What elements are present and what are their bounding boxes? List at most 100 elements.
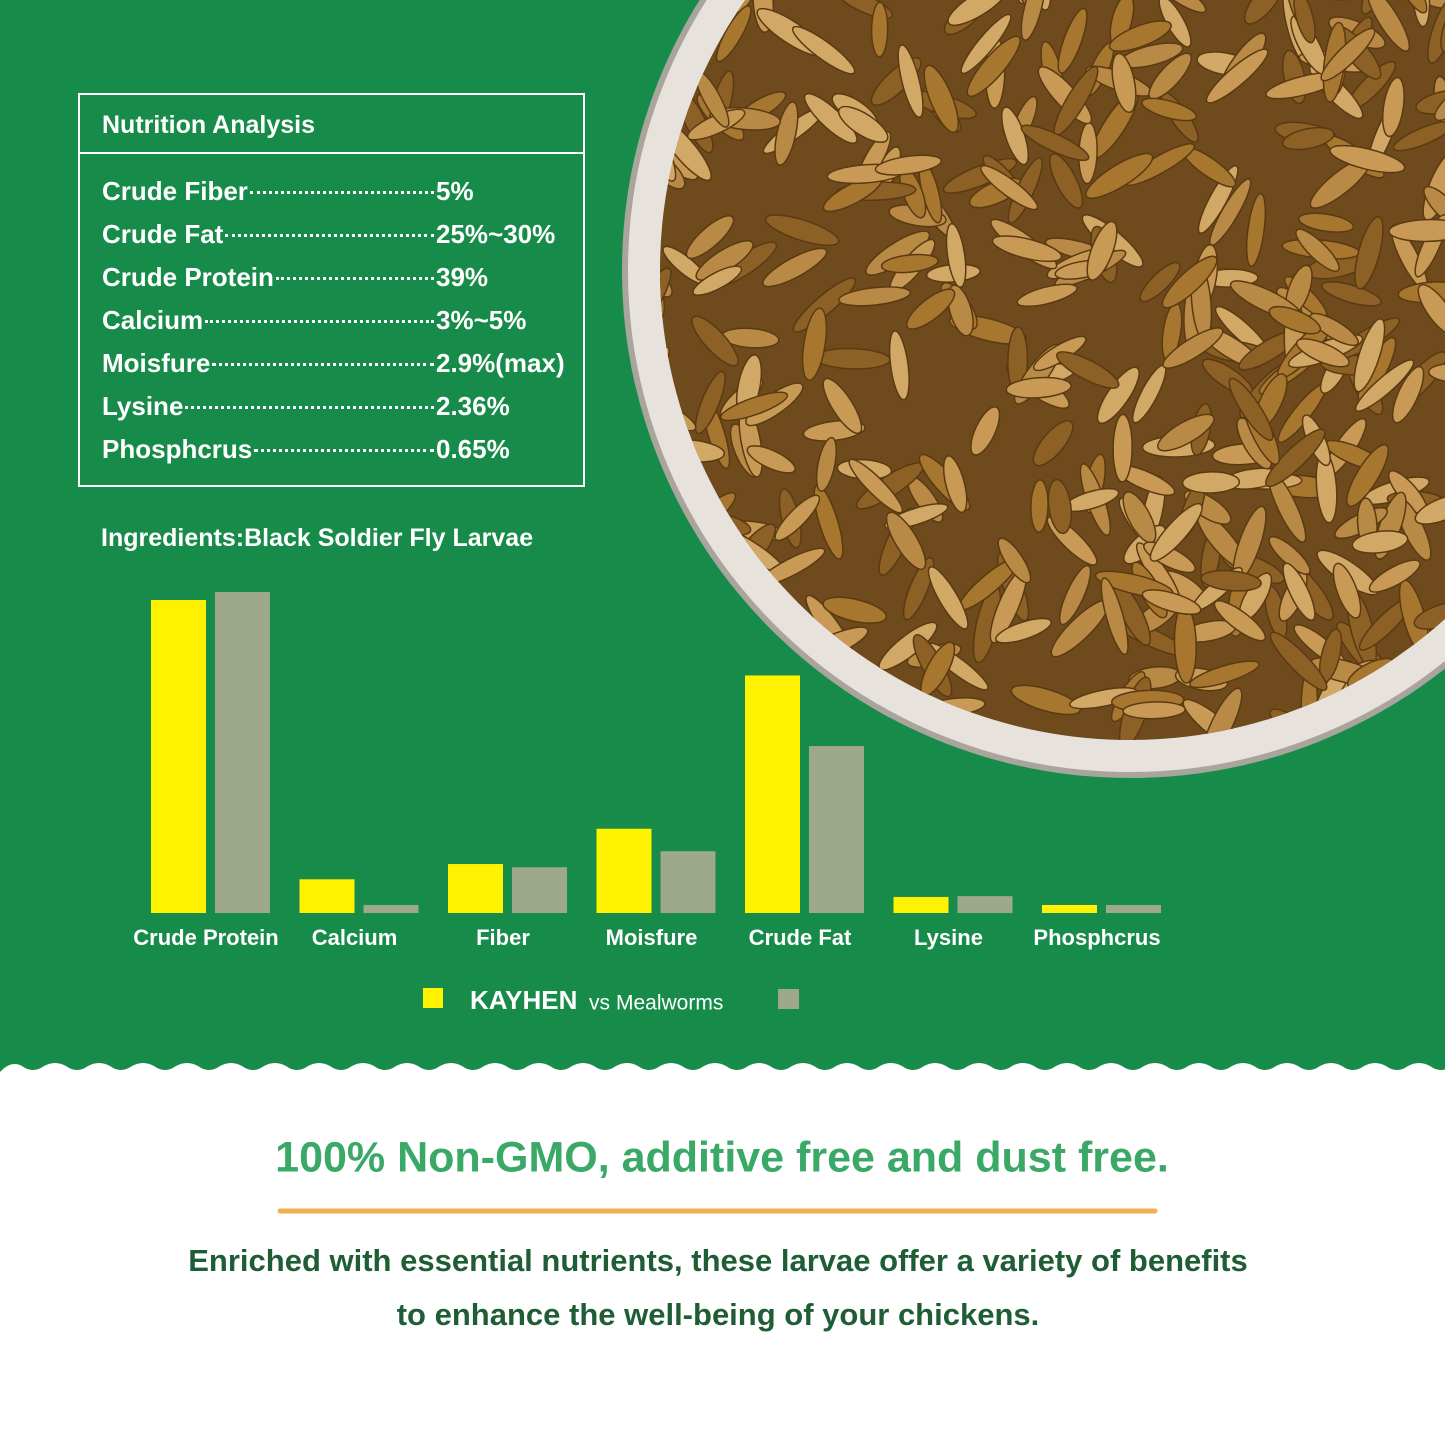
larva bbox=[1269, 631, 1328, 691]
larva bbox=[1427, 362, 1445, 384]
larva bbox=[1122, 701, 1186, 720]
nutrient-name: Lysine bbox=[102, 391, 184, 421]
larva bbox=[822, 596, 888, 624]
larva bbox=[880, 253, 939, 274]
larva bbox=[837, 105, 889, 143]
bar bbox=[363, 904, 419, 913]
bar bbox=[957, 896, 1013, 913]
larva bbox=[1188, 660, 1260, 689]
bar bbox=[215, 592, 270, 913]
larva bbox=[1086, 220, 1118, 281]
larva bbox=[1243, 0, 1285, 25]
bar bbox=[151, 600, 206, 913]
larva bbox=[1293, 0, 1316, 44]
larva bbox=[1149, 0, 1207, 14]
nutrient-value: 3%~5% bbox=[436, 305, 527, 335]
larva bbox=[1112, 413, 1133, 483]
larva bbox=[1047, 478, 1073, 535]
larva bbox=[1209, 178, 1252, 246]
heading: 100% Non-GMO, additive free and dust fre… bbox=[275, 1133, 1169, 1181]
larva bbox=[691, 315, 739, 367]
larva bbox=[1005, 376, 1072, 399]
larva bbox=[997, 537, 1032, 584]
larva bbox=[1016, 283, 1078, 308]
larva bbox=[1392, 120, 1445, 152]
larva bbox=[1351, 530, 1409, 554]
legend-joiner: vs bbox=[589, 992, 610, 1015]
table-row: Crude Fat 25%~30% bbox=[102, 213, 572, 256]
larva bbox=[1360, 0, 1401, 15]
larva bbox=[1149, 502, 1203, 562]
larva bbox=[1391, 365, 1425, 424]
x-tick-label: Fiber bbox=[476, 925, 530, 950]
larva bbox=[1139, 261, 1181, 303]
larva bbox=[1085, 152, 1154, 199]
larva bbox=[1332, 562, 1362, 619]
larva bbox=[1388, 218, 1445, 243]
larva bbox=[874, 154, 942, 176]
legend-label: KAYHEN bbox=[470, 985, 577, 1015]
larva bbox=[1392, 0, 1428, 14]
legend-label: Mealworms bbox=[616, 992, 723, 1015]
larva bbox=[1020, 124, 1090, 162]
larva bbox=[1245, 192, 1267, 267]
nutrition-table: Nutrition Analysis Crude Fiber 5% Crude Fa… bbox=[78, 93, 585, 487]
bar bbox=[596, 828, 652, 913]
nutrient-name: Crude Fat bbox=[102, 219, 224, 249]
larva bbox=[945, 222, 967, 288]
legend-swatch bbox=[778, 989, 799, 1009]
nutrient-name: Crude Protein bbox=[102, 262, 274, 292]
wave-edge bbox=[0, 1063, 1445, 1445]
body-line: to enhance the well-being of your chicke… bbox=[397, 1297, 1040, 1332]
larva bbox=[1417, 283, 1445, 336]
larva bbox=[762, 247, 828, 288]
larva bbox=[1282, 562, 1316, 622]
larva bbox=[720, 391, 789, 422]
larva bbox=[1321, 281, 1382, 307]
larva bbox=[1368, 559, 1421, 593]
larva bbox=[1057, 7, 1088, 74]
bar bbox=[1042, 904, 1097, 913]
larva bbox=[923, 64, 959, 134]
larva bbox=[1353, 318, 1386, 393]
larva bbox=[1265, 428, 1326, 488]
larva bbox=[764, 214, 840, 247]
x-tick-label: Calcium bbox=[312, 925, 398, 950]
larva bbox=[1346, 443, 1389, 507]
larva bbox=[1201, 687, 1243, 740]
larva bbox=[1297, 212, 1355, 233]
larva bbox=[685, 215, 735, 260]
larva bbox=[715, 5, 752, 63]
x-tick-label: Lysine bbox=[914, 925, 983, 950]
larva bbox=[1141, 97, 1198, 122]
body-line: Enriched with essential nutrients, these… bbox=[188, 1243, 1248, 1278]
larva bbox=[1141, 589, 1202, 616]
larva bbox=[1422, 0, 1445, 10]
larva bbox=[927, 566, 969, 630]
larva bbox=[1111, 52, 1137, 114]
larva bbox=[692, 265, 743, 296]
larva bbox=[1027, 0, 1052, 11]
table-row: Moisfure 2.9%(max) bbox=[102, 342, 572, 385]
larva bbox=[1012, 0, 1033, 5]
nutrient-name: Moisfure bbox=[102, 348, 211, 378]
larva bbox=[995, 617, 1052, 644]
leader-dots bbox=[185, 406, 434, 409]
larva bbox=[1354, 359, 1415, 412]
ingredients: Ingredients:Black Soldier Fly Larvae bbox=[101, 524, 534, 552]
larva bbox=[905, 288, 956, 330]
larva bbox=[885, 511, 927, 571]
larva bbox=[791, 25, 856, 75]
bar bbox=[512, 867, 567, 913]
larva bbox=[822, 377, 863, 435]
larva bbox=[1049, 153, 1084, 209]
larva bbox=[960, 13, 1012, 75]
larva bbox=[1162, 327, 1224, 369]
bar bbox=[809, 746, 864, 913]
larva bbox=[1414, 493, 1445, 525]
table-row: Crude Fiber 5% bbox=[102, 170, 572, 213]
bar bbox=[745, 675, 800, 913]
larva bbox=[848, 458, 904, 514]
